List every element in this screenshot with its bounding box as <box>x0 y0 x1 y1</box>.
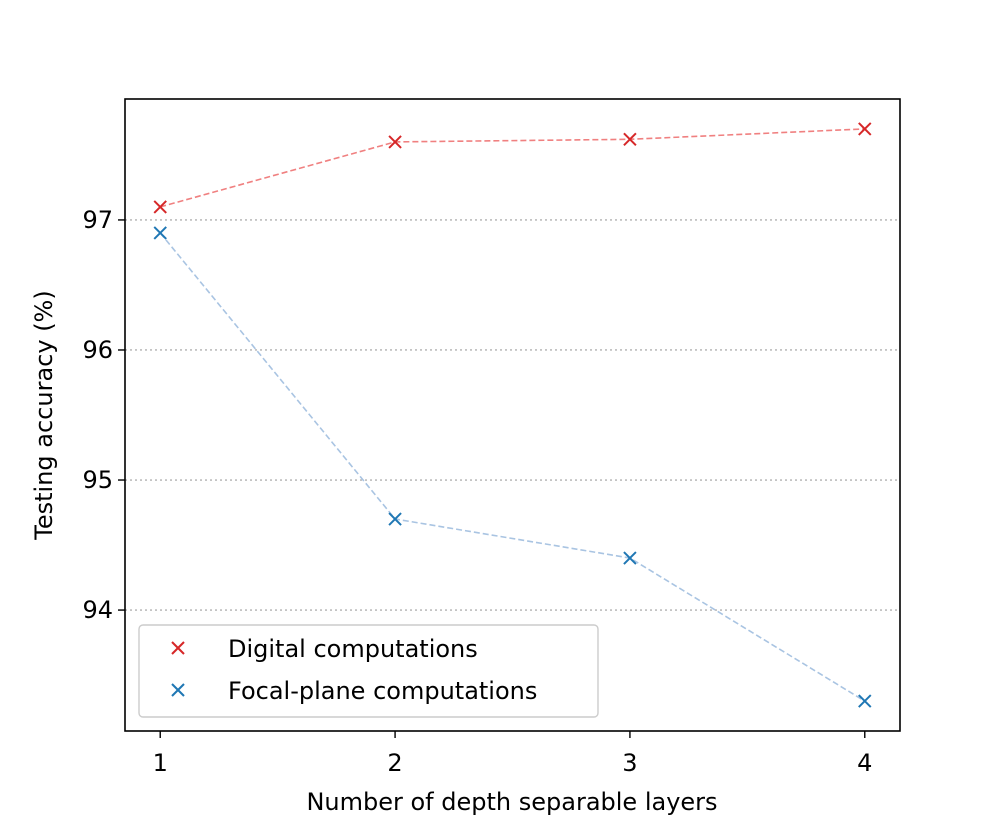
series-1-point-2 <box>623 551 637 565</box>
series-1-point-3 <box>858 694 872 708</box>
legend-marker-digital-stroke-b <box>171 641 185 655</box>
legend-label-digital: Digital computations <box>228 635 478 663</box>
series-1-point-0 <box>153 226 167 240</box>
series-0-point-2 <box>623 132 637 147</box>
x-tick-label-1: 2 <box>387 749 402 777</box>
legend-box <box>138 624 599 718</box>
series-1-point-2-stroke-b <box>623 551 637 565</box>
grid-lines <box>125 219 900 611</box>
plot-frame <box>124 98 901 732</box>
series-0-point-3 <box>858 122 872 136</box>
x-tick-label-0: 1 <box>153 749 168 777</box>
series-0-point-0-stroke-b <box>153 200 167 214</box>
y-tick-label-0: 94 <box>82 596 113 624</box>
series-0-point-3-stroke-b <box>858 122 872 136</box>
series-line-0 <box>159 128 865 208</box>
series-1-point-1 <box>388 512 402 526</box>
legend-marker-focal-plane-stroke-b <box>171 683 185 697</box>
x-axis-label: Number of depth separable layers <box>306 788 717 816</box>
series-1-point-0-stroke-b <box>153 226 167 240</box>
y-tick-label-3: 97 <box>82 206 113 234</box>
series-0-point-1 <box>388 135 402 149</box>
y-axis-label: Testing accuracy (%) <box>30 290 58 540</box>
y-tick-label-2: 96 <box>82 336 113 364</box>
plot-series <box>153 122 872 708</box>
x-tick-label-3: 4 <box>857 749 872 777</box>
legend-marker-focal-plane <box>171 683 185 697</box>
legend-label-focal-plane: Focal-plane computations <box>228 677 537 705</box>
series-0-point-2-stroke-b <box>623 132 637 147</box>
series-1-point-3-stroke-b <box>858 694 872 708</box>
axis-ticks: 94 95 96 97 1 2 3 4 <box>82 206 872 777</box>
x-tick-label-2: 3 <box>622 749 637 777</box>
series-line-1 <box>159 232 866 702</box>
y-tick-label-1: 95 <box>82 466 113 494</box>
series-1-point-1-stroke-b <box>388 512 402 526</box>
legend-markers <box>171 641 185 697</box>
legend-marker-digital <box>171 641 185 655</box>
series-0-point-0 <box>153 200 167 214</box>
series-0-point-1-stroke-b <box>388 135 402 149</box>
legend: Digital computations Focal-plane computa… <box>138 624 599 718</box>
